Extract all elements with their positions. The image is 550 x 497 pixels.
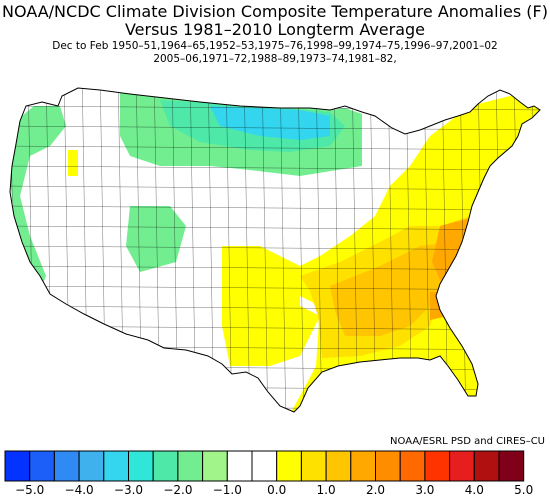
- legend-swatch: [449, 450, 475, 482]
- map-title-line-2: Versus 1981–2010 Longterm Average: [124, 20, 426, 39]
- legend-swatch: [399, 450, 426, 482]
- legend-swatch: [276, 450, 302, 482]
- us-climate-division-map: [9, 87, 541, 413]
- map-subtitle-line-1: Dec to Feb 1950–51,1964–65,1952–53,1975–…: [52, 40, 498, 52]
- legend-swatch: [78, 450, 105, 482]
- map-title-line-1: NOAA/NCDC Climate Division Composite Tem…: [2, 2, 548, 21]
- legend-swatch: [498, 450, 525, 482]
- cold-region-west-coast: [10, 106, 66, 292]
- legend-swatch: [29, 450, 55, 482]
- warm-region-idaho: [68, 150, 78, 176]
- legend-tick-label: 3.0: [415, 483, 434, 497]
- warm-region-south-plains: [222, 246, 320, 366]
- legend-swatch: [300, 450, 327, 482]
- legend-swatch: [473, 450, 500, 482]
- legend-tick-label: 5.0: [514, 483, 533, 497]
- legend-swatch: [202, 450, 228, 482]
- us-outline: [9, 87, 541, 413]
- cold-region-core: [210, 106, 330, 140]
- legend-tick-label: −3.0: [114, 483, 143, 497]
- map-subtitle-line-2: 2005–06,1971–72,1988–89,1973–74,1981–82,: [153, 53, 397, 65]
- legend-tick-label: −1.0: [213, 483, 242, 497]
- color-legend: −5.0 −4.0 −3.0 −2.0 −1.0 0.0 1.0 2.0 3.0 4.0 5.0: [4, 450, 533, 497]
- legend-swatch: [350, 450, 376, 482]
- legend-tick-label: 4.0: [465, 483, 484, 497]
- legend-tick-label: −2.0: [163, 483, 192, 497]
- credit-text: NOAA/ESRL PSD and CIRES–CU: [390, 436, 545, 447]
- legend-swatch: [128, 450, 154, 482]
- warm-region-carolinas: [432, 216, 496, 280]
- warm-region-florida: [440, 352, 480, 396]
- legend-tick-label: 1.0: [317, 483, 336, 497]
- legend-swatch: [177, 450, 204, 482]
- legend-swatch: [53, 450, 80, 482]
- legend-swatch: [152, 450, 179, 482]
- legend-tick-label: −4.0: [65, 483, 94, 497]
- legend-tick-label: 0.0: [267, 483, 286, 497]
- legend-swatch: [325, 450, 352, 482]
- legend-swatch: [4, 450, 31, 482]
- legend-tick-label: −5.0: [15, 483, 44, 497]
- cold-region-colorado: [126, 206, 186, 272]
- legend-swatch: [375, 450, 401, 482]
- legend-swatch: [226, 450, 253, 482]
- warm-region-georgia: [430, 292, 452, 320]
- legend-swatch: [103, 450, 130, 482]
- legend-tick-label: 2.0: [366, 483, 385, 497]
- legend-swatch: [424, 450, 451, 482]
- legend-swatch: [251, 450, 278, 482]
